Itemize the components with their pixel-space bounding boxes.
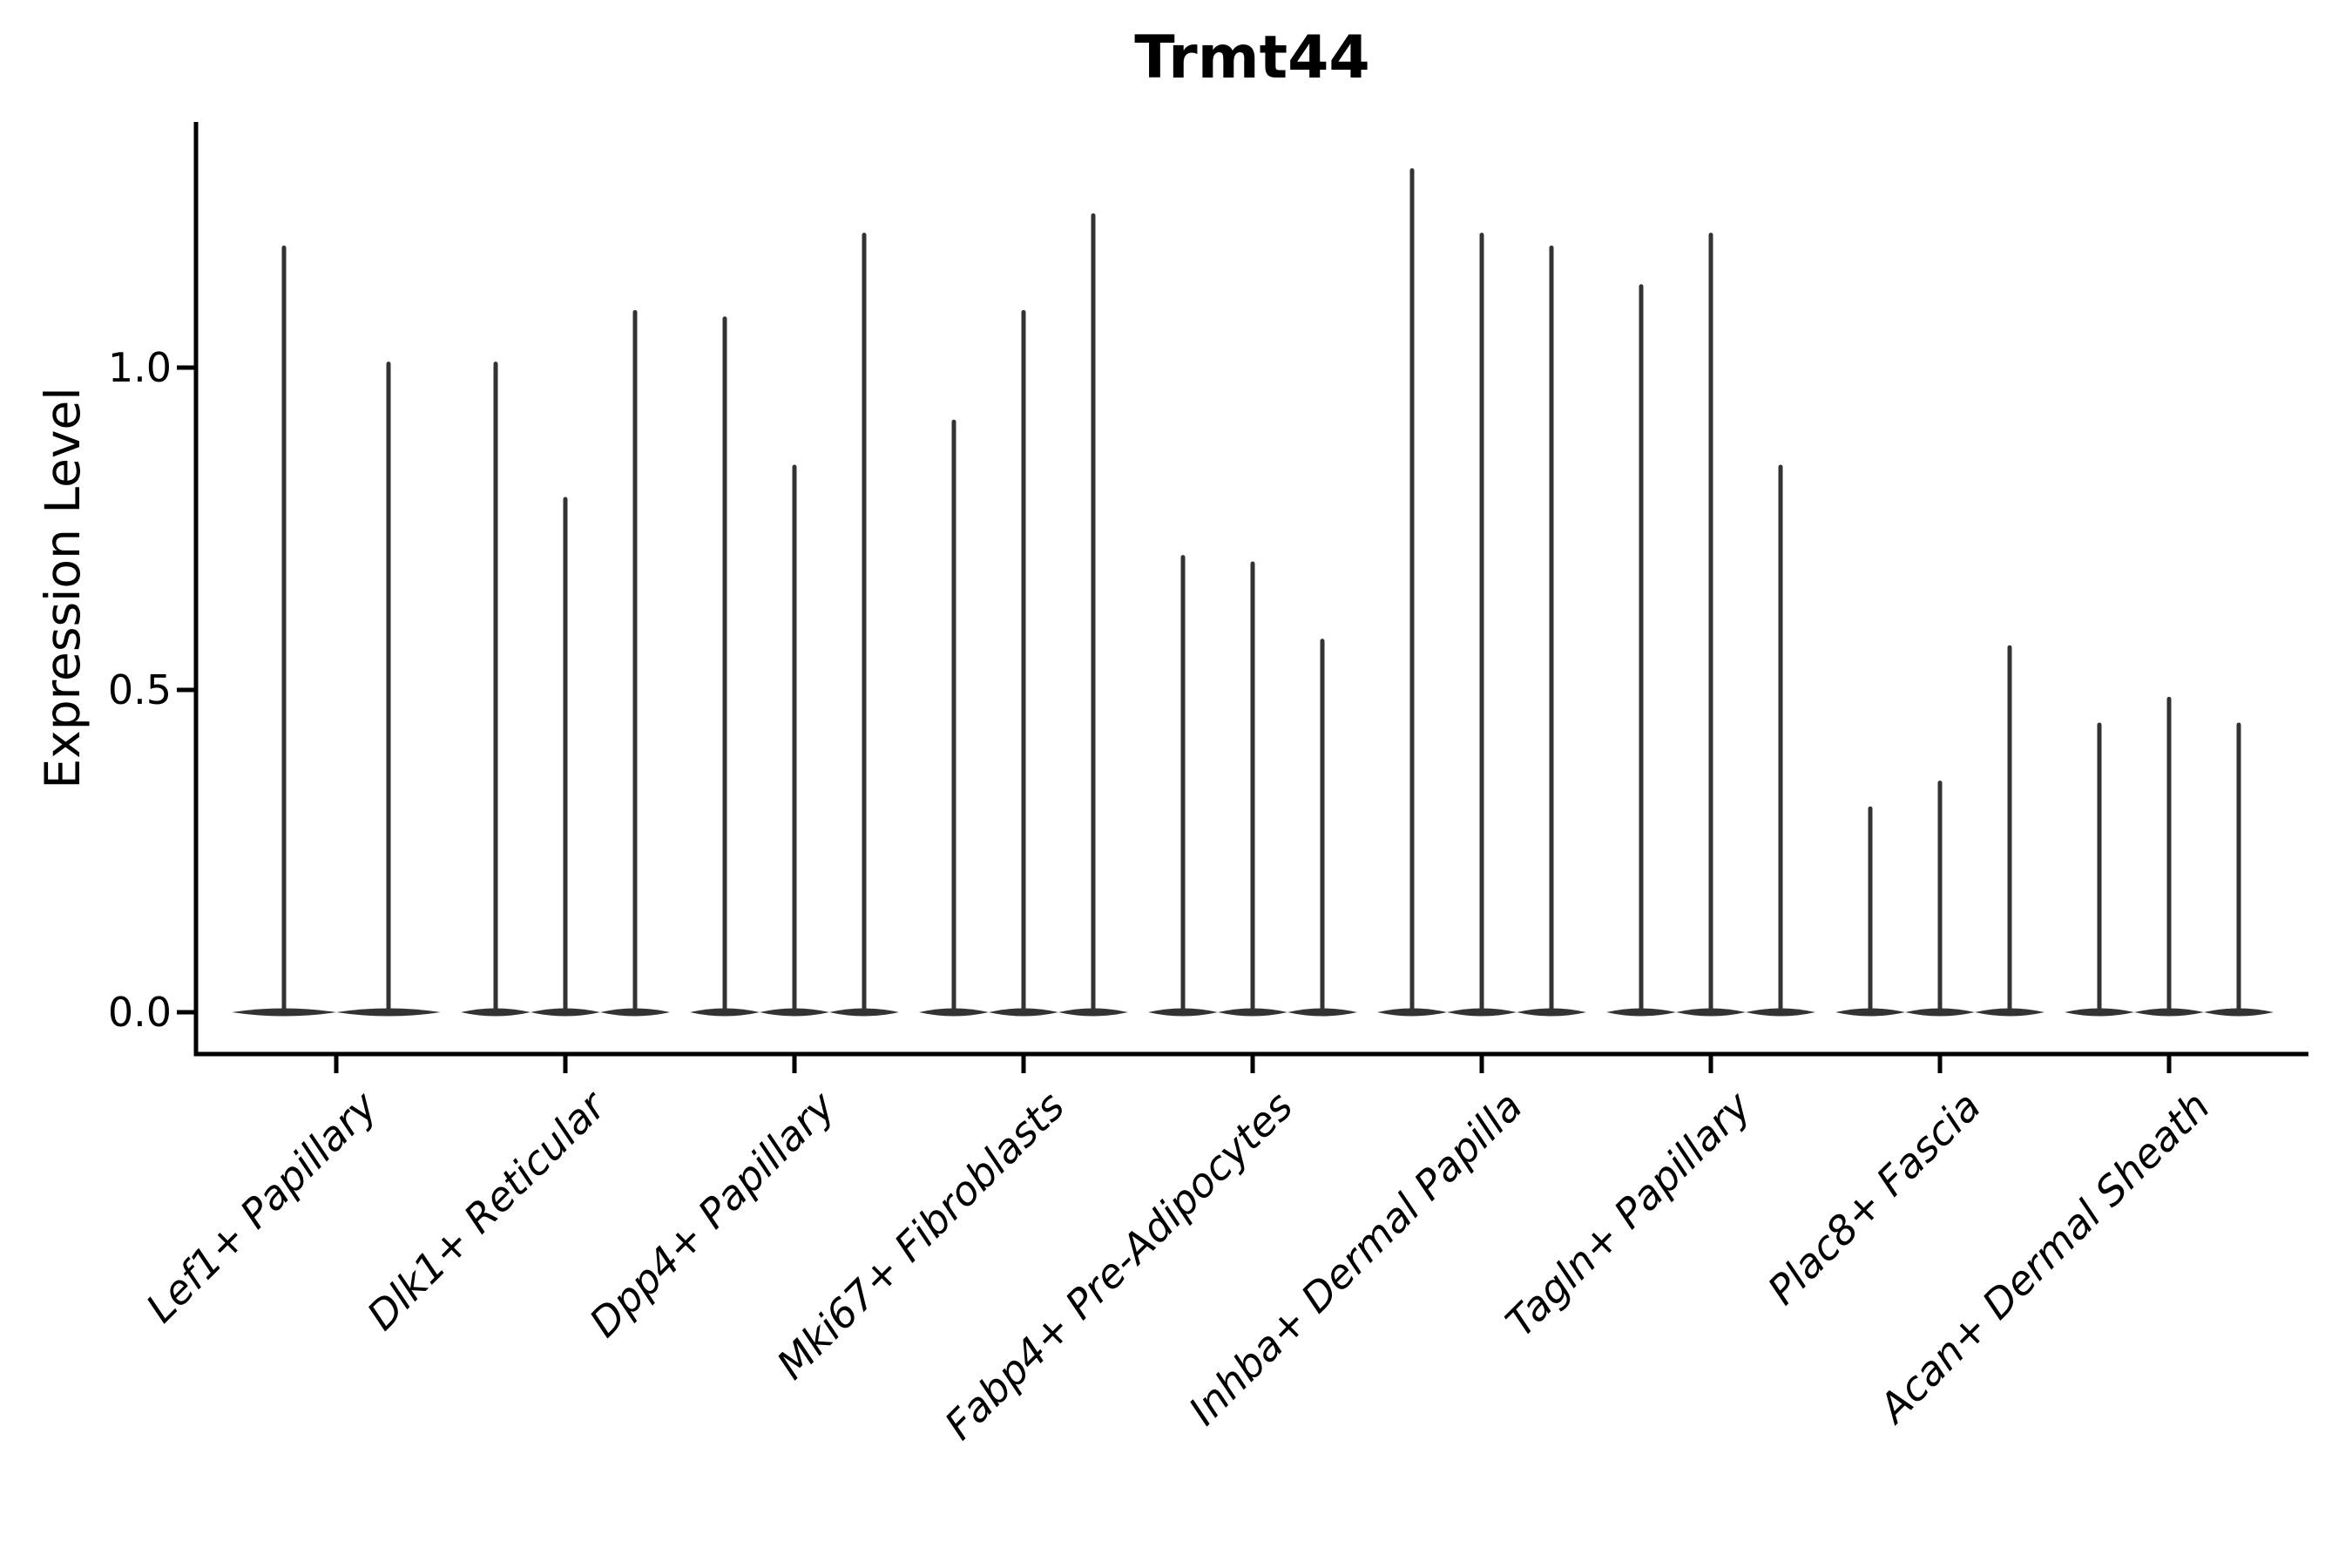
y-tick-label: 0.5 [107, 666, 172, 713]
y-tick-label: 0.0 [107, 989, 172, 1036]
y-tick-label: 1.0 [107, 344, 172, 391]
chart-title: Trmt44 [1134, 24, 1370, 92]
